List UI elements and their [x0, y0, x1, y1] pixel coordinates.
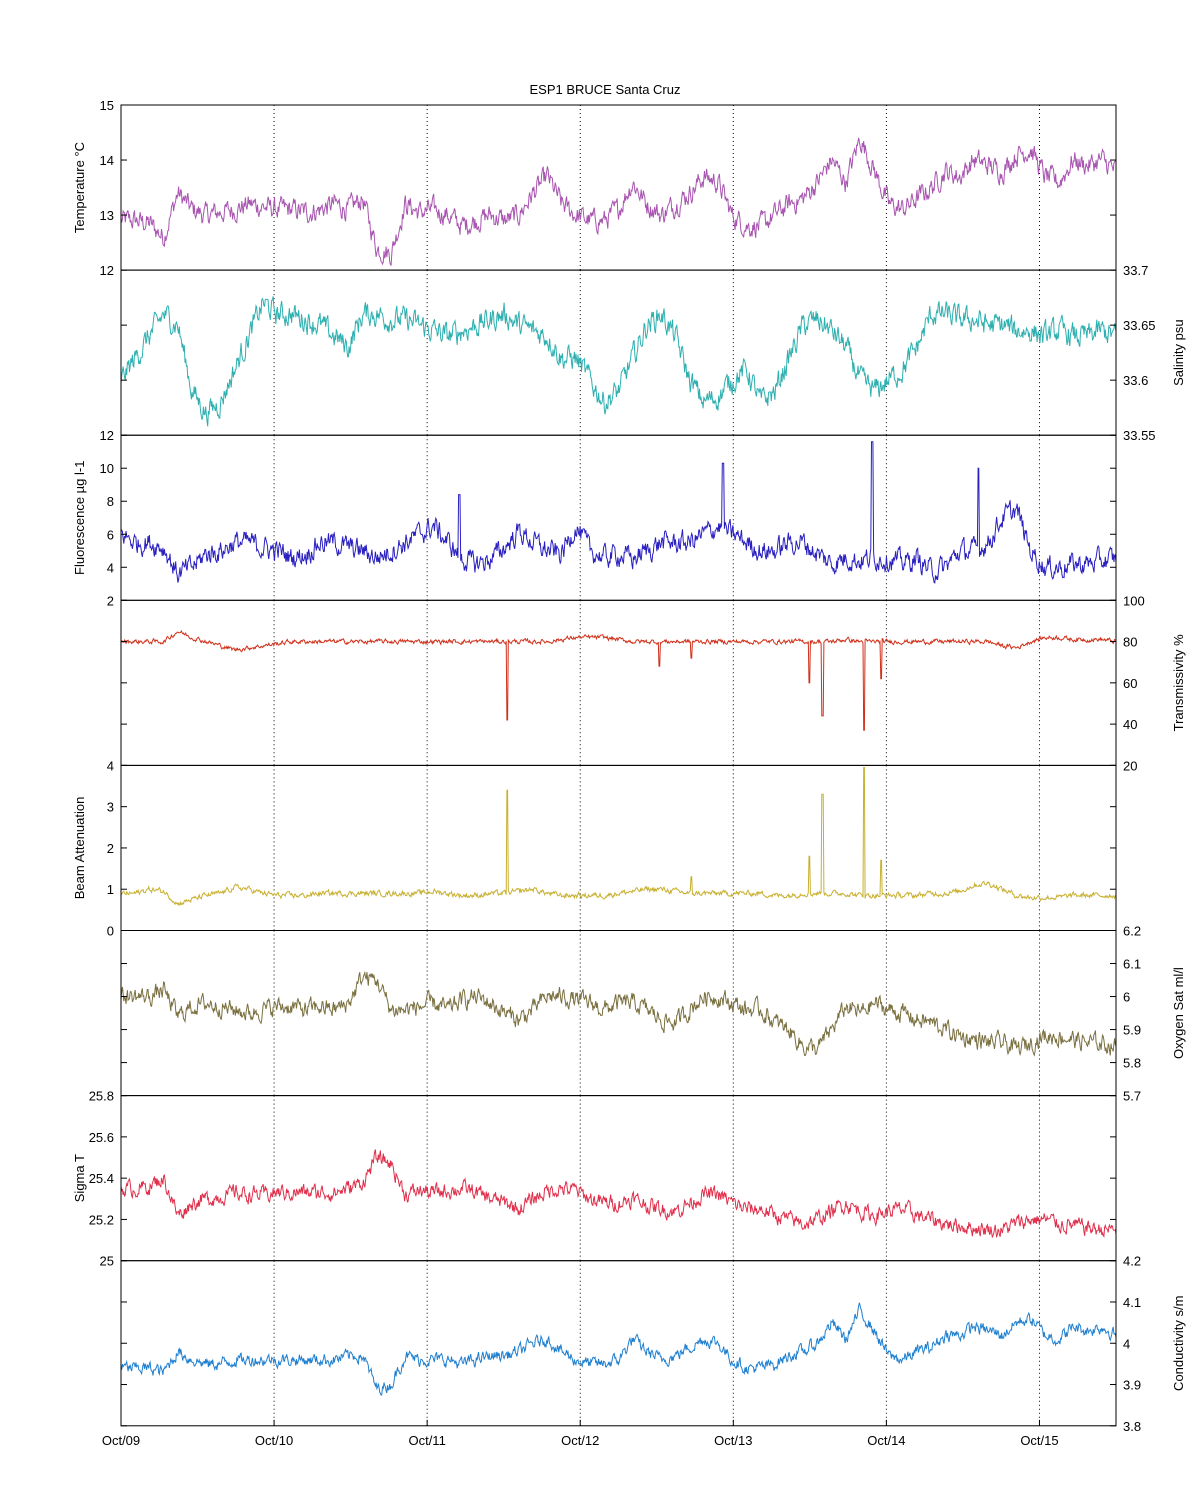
y-tick-label: 3	[107, 800, 114, 815]
panel-frame-1	[120, 104, 1117, 271]
y-tick-label: 33.55	[1123, 428, 1156, 443]
y-axis-label: Fluorescence µg l-1	[72, 461, 87, 575]
y-axis-label: Temperature °C	[72, 142, 87, 233]
y-tick-label: 1	[107, 882, 114, 897]
y-tick-label: 33.6	[1123, 373, 1148, 388]
y-axis-label: Sigma T	[72, 1154, 87, 1202]
panel-frame-7	[120, 1095, 1117, 1262]
series-line-1	[120, 137, 1117, 267]
y-tick-label: 5.9	[1123, 1023, 1141, 1038]
y-tick-label: 3.8	[1123, 1419, 1141, 1434]
series-line-4	[120, 629, 1116, 731]
panel-frame-6	[120, 930, 1117, 1097]
y-axis-label: Oxygen Sat ml/l	[1171, 967, 1186, 1059]
y-tick-label: 10	[100, 461, 114, 476]
y-tick-label: 12	[100, 263, 114, 278]
y-axis-label: Conductivity s/m	[1171, 1296, 1186, 1391]
chart-title: ESP1 BRUCE Santa Cruz	[529, 82, 680, 97]
y-tick-label: 0	[107, 924, 114, 939]
x-tick-label: Oct/15	[1020, 1433, 1058, 1448]
panel-frame-8	[120, 1260, 1117, 1427]
y-tick-label: 33.65	[1123, 318, 1156, 333]
panel-frame-3	[120, 434, 1117, 601]
y-tick-label: 15	[100, 98, 114, 113]
y-tick-label: 2	[107, 593, 114, 608]
y-tick-label: 6.1	[1123, 957, 1141, 972]
y-tick-label: 2	[107, 841, 114, 856]
series-line-8	[120, 1302, 1117, 1397]
y-tick-label: 12	[100, 428, 114, 443]
y-axis-label: Transmissivity %	[1171, 634, 1186, 731]
series-line-5	[120, 767, 1117, 907]
series-line-7	[120, 1149, 1117, 1239]
y-tick-label: 80	[1123, 635, 1137, 650]
series-line-2	[120, 296, 1117, 427]
panel-frame-2	[120, 269, 1117, 436]
panel-frame-5	[120, 764, 1117, 932]
x-tick-label: Oct/11	[408, 1433, 445, 1448]
y-tick-label: 4.1	[1123, 1295, 1141, 1310]
x-tick-label: Oct/12	[561, 1433, 599, 1448]
y-tick-label: 4	[107, 560, 114, 575]
x-tick-label: Oct/14	[867, 1433, 905, 1448]
y-tick-label: 20	[1123, 758, 1137, 773]
panel-frame-4	[120, 599, 1117, 766]
y-tick-label: 25.8	[89, 1089, 114, 1104]
y-tick-label: 14	[100, 153, 114, 168]
y-tick-label: 33.7	[1123, 263, 1148, 278]
x-tick-label: Oct/13	[714, 1433, 752, 1448]
y-tick-label: 4	[1123, 1336, 1130, 1351]
y-tick-label: 25.2	[89, 1212, 114, 1227]
y-tick-label: 100	[1123, 593, 1145, 608]
y-tick-label: 5.7	[1123, 1089, 1141, 1104]
y-tick-label: 60	[1123, 676, 1137, 691]
y-tick-label: 25.4	[89, 1171, 114, 1186]
y-tick-label: 6	[1123, 990, 1130, 1005]
y-tick-label: 25	[100, 1254, 114, 1269]
y-tick-label: 6.2	[1123, 924, 1141, 939]
series-line-3	[120, 441, 1117, 584]
y-tick-label: 40	[1123, 717, 1137, 732]
y-tick-label: 4	[107, 758, 114, 773]
y-tick-label: 4.2	[1123, 1254, 1141, 1269]
y-tick-label: 25.6	[89, 1130, 114, 1145]
y-tick-label: 5.8	[1123, 1056, 1141, 1071]
x-tick-label: Oct/09	[102, 1433, 140, 1448]
y-tick-label: 6	[107, 527, 114, 542]
y-tick-label: 3.9	[1123, 1378, 1141, 1393]
y-axis-label: Beam Attenuation	[72, 797, 87, 900]
series-line-6	[120, 970, 1117, 1057]
y-axis-label: Salinity psu	[1171, 319, 1186, 385]
y-tick-label: 8	[107, 494, 114, 509]
y-tick-label: 13	[100, 208, 114, 223]
x-tick-label: Oct/10	[255, 1433, 293, 1448]
